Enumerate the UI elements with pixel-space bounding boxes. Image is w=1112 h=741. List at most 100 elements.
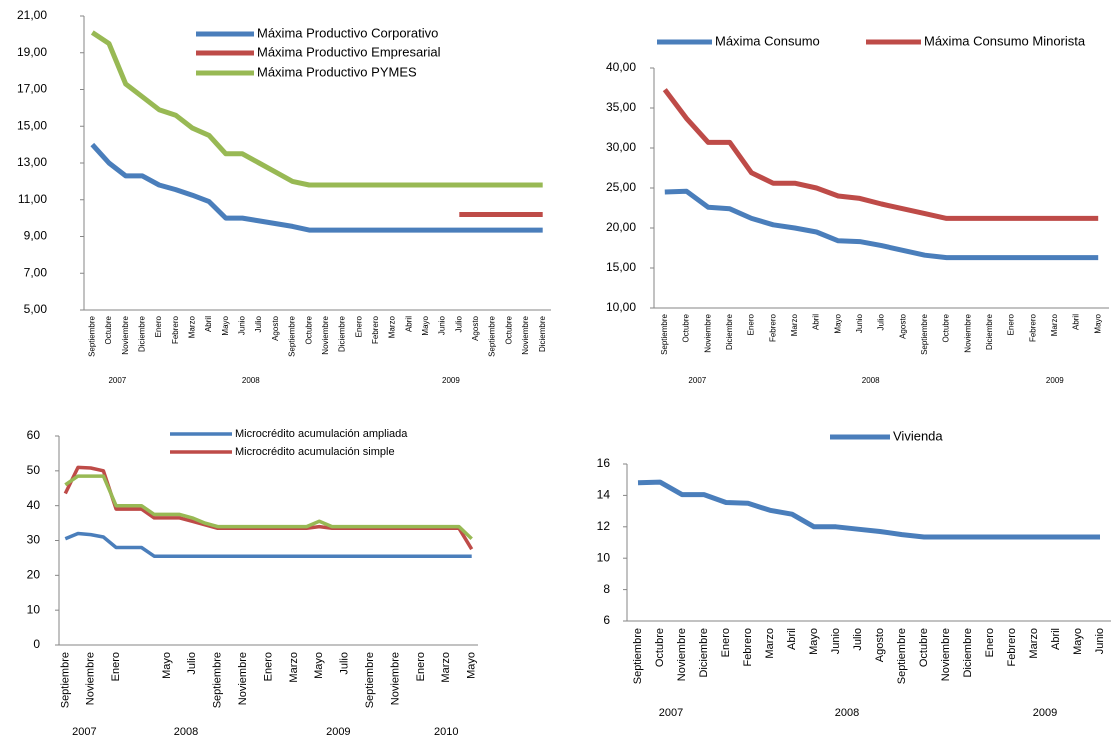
- x-tick-label: Septiembre: [920, 313, 929, 354]
- y-tick-label: 19,00: [17, 45, 47, 59]
- x-group-label: 2009: [326, 726, 350, 738]
- y-tick-label: 21,00: [17, 8, 47, 22]
- series-line: [64, 531, 472, 558]
- x-tick-label: Marzo: [1028, 628, 1040, 659]
- x-tick-label: Octubre: [654, 628, 666, 667]
- y-tick-label: 20: [27, 568, 41, 582]
- y-tick-label: 10,00: [606, 300, 636, 314]
- y-tick-label: 20,00: [606, 220, 636, 234]
- y-tick-label: 40,00: [606, 60, 636, 74]
- x-tick-label: Febrero: [1028, 313, 1037, 342]
- series-line: [662, 88, 1099, 221]
- x-tick-label: Enero: [747, 313, 756, 335]
- x-tick-label: Mayo: [161, 652, 173, 679]
- x-tick-label: Enero: [415, 652, 427, 681]
- x-tick-label: Agosto: [874, 628, 886, 662]
- x-tick-label: Enero: [1007, 313, 1016, 335]
- series-line: [664, 188, 1099, 261]
- x-tick-label: Enero: [354, 315, 363, 337]
- x-tick-label: Mayo: [421, 315, 430, 335]
- x-tick-label: Septiembre: [896, 628, 908, 684]
- x-group-label: 2007: [72, 726, 96, 738]
- x-tick-label: Mayo: [808, 628, 820, 655]
- x-tick-label: Enero: [262, 652, 274, 681]
- x-tick-label: Marzo: [764, 628, 776, 659]
- x-tick-label: Marzo: [288, 652, 300, 683]
- y-tick-label: 0: [33, 637, 40, 651]
- x-tick-label: Febrero: [371, 315, 380, 344]
- x-tick-label: Marzo: [1050, 313, 1059, 336]
- x-tick-label: Mayo: [833, 313, 842, 333]
- x-tick-label: Septiembre: [364, 652, 376, 708]
- x-tick-label: Enero: [154, 315, 163, 337]
- x-tick-label: Abril: [404, 316, 413, 332]
- legend-label: Máxima Productivo PYMES: [257, 64, 417, 79]
- series-line: [90, 142, 543, 233]
- y-tick-label: 12: [597, 519, 611, 533]
- y-tick-label: 25,00: [606, 180, 636, 194]
- x-tick-label: Enero: [720, 628, 732, 657]
- x-group-label: 2008: [835, 707, 859, 719]
- x-tick-label: Marzo: [790, 313, 799, 336]
- x-tick-label: Julio: [254, 315, 263, 332]
- y-tick-label: 60: [27, 428, 41, 442]
- x-tick-label: Febrero: [171, 315, 180, 344]
- x-tick-label: Julio: [852, 628, 864, 651]
- legend-label: Máxima Productivo Corporativo: [257, 25, 438, 40]
- x-tick-label: Marzo: [440, 652, 452, 683]
- y-tick-label: 15,00: [606, 260, 636, 274]
- series-line: [90, 30, 543, 188]
- x-tick-label: Abril: [204, 316, 213, 332]
- x-group-label: 2009: [442, 376, 460, 385]
- x-tick-label: Febrero: [1006, 628, 1018, 667]
- x-tick-label: Julio: [339, 652, 351, 675]
- y-tick-label: 50: [27, 463, 41, 477]
- x-tick-label: Junio: [855, 313, 864, 333]
- y-tick-label: 8: [603, 582, 610, 596]
- x-tick-label: Noviembre: [85, 652, 97, 705]
- x-tick-label: Septiembre: [288, 315, 297, 356]
- x-group-label: 2007: [688, 376, 706, 385]
- y-tick-label: 13,00: [17, 155, 47, 169]
- legend-label: Máxima Productivo Empresarial: [257, 44, 441, 59]
- x-group-label: 2008: [242, 376, 260, 385]
- x-group-label: 2007: [659, 707, 683, 719]
- y-tick-label: 16: [597, 456, 611, 470]
- x-tick-label: Abril: [812, 314, 821, 330]
- x-tick-label: Diciembre: [538, 315, 547, 352]
- x-tick-label: Octubre: [104, 315, 113, 344]
- x-tick-label: Noviembre: [321, 315, 330, 354]
- y-tick-label: 17,00: [17, 82, 47, 96]
- x-tick-label: Octubre: [918, 628, 930, 667]
- x-tick-label: Mayo: [466, 652, 478, 679]
- x-tick-label: Mayo: [313, 652, 325, 679]
- x-tick-label: Mayo: [221, 315, 230, 335]
- x-tick-label: Enero: [110, 652, 122, 681]
- x-tick-label: Enero: [984, 628, 996, 657]
- x-tick-label: Septiembre: [59, 652, 71, 708]
- x-group-label: 2008: [174, 726, 198, 738]
- x-tick-label: Septiembre: [660, 313, 669, 354]
- y-tick-label: 35,00: [606, 100, 636, 114]
- y-tick-label: 40: [27, 498, 41, 512]
- x-tick-label: Octubre: [504, 315, 513, 344]
- legend-label: Microcrédito acumulación ampliada: [235, 428, 408, 440]
- x-tick-label: Diciembre: [962, 628, 974, 678]
- x-group-label: 2007: [108, 376, 126, 385]
- x-tick-label: Marzo: [188, 315, 197, 338]
- x-tick-label: Mayo: [1072, 628, 1084, 655]
- x-tick-label: Diciembre: [338, 315, 347, 352]
- legend-label: Microcrédito acumulación simple: [235, 446, 395, 458]
- x-group-label: 2010: [434, 726, 458, 738]
- y-tick-label: 30: [27, 533, 41, 547]
- x-tick-label: Noviembre: [121, 315, 130, 354]
- x-tick-label: Abril: [786, 628, 798, 650]
- x-group-label: 2009: [1046, 376, 1064, 385]
- x-tick-label: Noviembre: [237, 652, 249, 705]
- x-tick-label: Octubre: [304, 315, 313, 344]
- x-tick-label: Noviembre: [521, 315, 530, 354]
- x-tick-label: Mayo: [1093, 313, 1102, 333]
- x-tick-label: Diciembre: [985, 313, 994, 350]
- x-tick-label: Octubre: [682, 313, 691, 342]
